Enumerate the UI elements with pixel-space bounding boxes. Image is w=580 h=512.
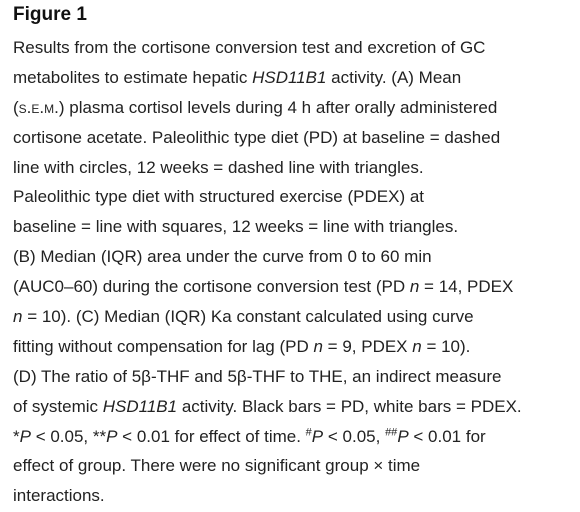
text-run: (D) The ratio of 5β-THF and 5β-THF to TH… (13, 366, 502, 386)
text-run: metabolites to estimate hepatic (13, 67, 253, 87)
text-run: (B) Median (IQR) area under the curve fr… (13, 247, 432, 267)
text-run: effect of group. There were no significa… (13, 456, 421, 476)
text-run: < 0.05, ** (30, 426, 107, 446)
text-run: ( (13, 97, 19, 117)
caption-line: *P < 0.05, **P < 0.01 for effect of time… (13, 422, 578, 452)
caption-line: of systemic HSD11B1 activity. Black bars… (13, 392, 578, 422)
text-run: < 0.01 for effect of time. (117, 426, 306, 446)
italic-run: HSD11B1 (252, 67, 327, 87)
caption-line: n = 10). (C) Median (IQR) Ka constant ca… (13, 302, 578, 332)
italic-run: n (313, 336, 323, 356)
caption-line: (D) The ratio of 5β-THF and 5β-THF to TH… (13, 362, 578, 392)
italic-run: P (19, 426, 31, 446)
caption-line: baseline = line with squares, 12 weeks =… (13, 212, 578, 242)
text-run: interactions. (13, 486, 105, 506)
italic-run: n (13, 307, 23, 327)
text-run: < 0.01 for (408, 426, 486, 446)
caption-line: (s.e.m.) plasma cortisol levels during 4… (13, 93, 578, 123)
text-run: = 9, PDEX (322, 336, 413, 356)
text-run: = 14, PDEX (419, 277, 514, 297)
caption-line: Results from the cortisone conversion te… (13, 33, 578, 63)
text-run: line with circles, 12 weeks = dashed lin… (13, 157, 424, 177)
caption-line: (AUC0–60) during the cortisone conversio… (13, 272, 578, 302)
caption-line: Paleolithic type diet with structured ex… (13, 182, 578, 212)
italic-run: n (412, 336, 422, 356)
caption-line: fitting without compensation for lag (PD… (13, 332, 578, 362)
caption-line: line with circles, 12 weeks = dashed lin… (13, 153, 578, 183)
italic-run: n (409, 277, 420, 297)
text-run: cortisone acetate. Paleolithic type diet… (13, 127, 501, 147)
text-run: * (13, 426, 20, 446)
text-run: baseline = line with squares, 12 weeks =… (13, 217, 459, 237)
text-run: activity. (A) Mean (326, 67, 462, 87)
superscript-run: # (305, 425, 312, 438)
text-run: Paleolithic type diet with structured ex… (13, 187, 425, 207)
italic-run: P (397, 426, 409, 446)
caption-line: cortisone acetate. Paleolithic type diet… (13, 123, 578, 153)
text-run: ) plasma cortisol levels during 4 h afte… (58, 97, 498, 117)
text-run: fitting without compensation for lag (PD (13, 336, 314, 356)
italic-run: HSD11B1 (102, 396, 178, 416)
figure-title: Figure 1 (13, 4, 87, 25)
text-run: of systemic (13, 396, 103, 416)
superscript-run: ## (385, 425, 398, 438)
text-run: activity. Black bars = PD, white bars = … (177, 396, 522, 416)
text-run: = 10). (C) Median (IQR) Ka constant calc… (22, 307, 474, 327)
italic-run: P (311, 426, 324, 446)
caption-line: (B) Median (IQR) area under the curve fr… (13, 242, 578, 272)
text-run: Results from the cortisone conversion te… (13, 38, 486, 57)
caption-line: interactions. (13, 481, 578, 511)
text-run: (AUC0–60) during the cortisone conversio… (13, 277, 410, 297)
figure-caption: Results from the cortisone conversion te… (13, 33, 578, 511)
caption-line: metabolites to estimate hepatic HSD11B1 … (13, 63, 578, 93)
italic-run: P (106, 426, 118, 446)
text-run: < 0.05, (323, 426, 386, 446)
caption-line: effect of group. There were no significa… (13, 451, 578, 481)
small-caps-run: s.e.m. (18, 97, 59, 117)
text-run: = 10). (421, 336, 471, 356)
